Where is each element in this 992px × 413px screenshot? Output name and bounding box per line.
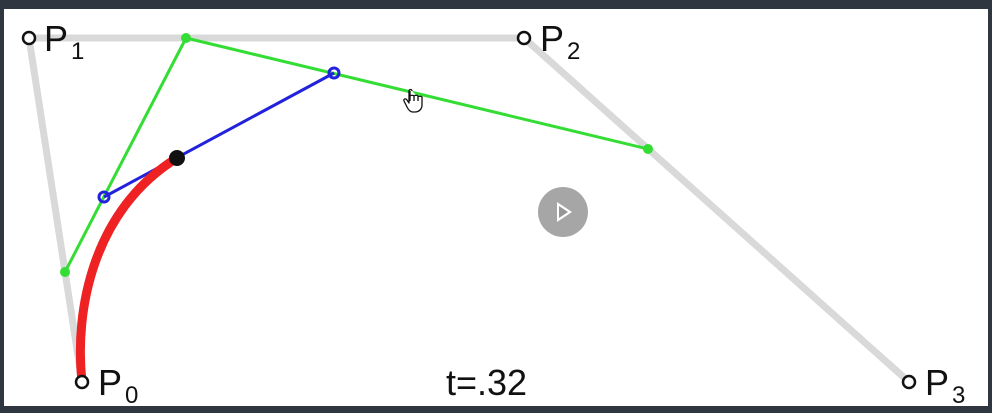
control-point-p3[interactable] [901, 374, 917, 390]
green-point-3 [643, 144, 653, 154]
green-point-1 [60, 267, 70, 277]
play-button[interactable] [538, 187, 588, 237]
curve-point [169, 150, 185, 166]
hand-cursor-icon [403, 88, 423, 113]
control-edge-p2-p3 [520, 34, 913, 386]
blue-point-2 [327, 66, 341, 80]
green-point-2 [181, 33, 191, 43]
control-point-p1[interactable] [21, 30, 37, 46]
blue-point-1 [97, 190, 111, 204]
blue-segment [103, 71, 335, 199]
control-point-p0[interactable] [74, 374, 90, 390]
green-segment-2 [185, 36, 649, 151]
bezier-curve-trace [75, 153, 182, 387]
control-edge-p0-p1 [25, 34, 86, 386]
green-segment-1 [63, 37, 188, 273]
t-readout: t=.32 [446, 362, 527, 403]
control-point-p2[interactable] [516, 30, 532, 46]
